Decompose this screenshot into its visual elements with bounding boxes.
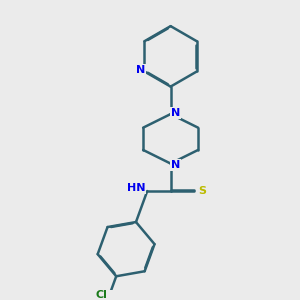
- Text: Cl: Cl: [95, 290, 107, 299]
- Text: N: N: [171, 160, 180, 170]
- Text: S: S: [198, 186, 206, 196]
- Text: N: N: [136, 65, 145, 75]
- Text: N: N: [171, 108, 180, 118]
- Text: HN: HN: [127, 183, 146, 193]
